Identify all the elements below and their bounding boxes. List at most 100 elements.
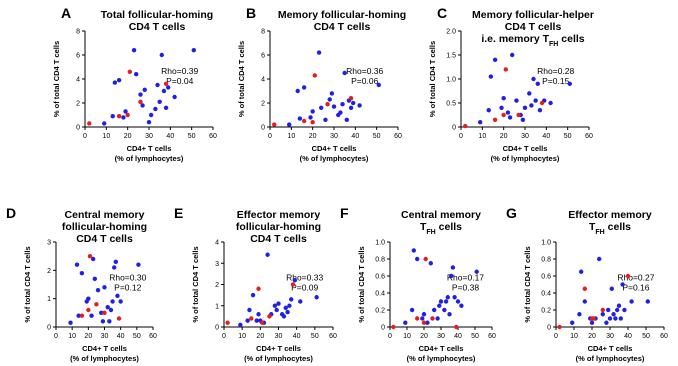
chart-title: TFH cells: [420, 221, 462, 236]
x-tick-label: 10: [478, 133, 486, 140]
data-point-blue: [134, 72, 139, 77]
data-point-red: [102, 310, 107, 316]
data-point-blue: [110, 114, 115, 119]
x-tick-label: 60: [329, 333, 337, 340]
data-point-blue: [90, 256, 96, 262]
data-point-blue: [579, 269, 584, 274]
y-tick-label: 2: [47, 268, 51, 275]
data-point-blue: [123, 109, 128, 114]
data-point-red: [582, 286, 587, 291]
data-point-red: [125, 112, 130, 118]
data-point-blue: [348, 105, 354, 111]
data-point-red: [87, 121, 92, 126]
data-point-blue: [79, 270, 85, 276]
data-point-red: [312, 73, 317, 78]
x-tick-label: 50: [564, 133, 572, 140]
data-point-blue: [172, 94, 177, 100]
y-tick-label: 0: [76, 125, 80, 132]
data-point-blue: [285, 309, 290, 315]
panel-letter: B: [246, 5, 256, 21]
x-axis-label: (% of lymphocytes): [244, 354, 313, 363]
data-point-blue: [611, 312, 616, 317]
y-tick-label: 6: [261, 53, 265, 60]
data-point-blue: [247, 307, 252, 313]
data-point-blue: [68, 320, 73, 325]
data-point-red: [267, 314, 272, 319]
x-tick-label: 0: [388, 333, 392, 340]
y-axis-label: % of total CD4 T cells: [428, 41, 437, 117]
data-point-blue: [108, 307, 114, 313]
data-point-blue: [136, 262, 141, 267]
data-point-blue: [376, 82, 381, 88]
data-point-blue: [411, 248, 416, 253]
x-tick-label: 50: [373, 133, 381, 140]
x-tick-label: 30: [101, 333, 109, 340]
data-point-blue: [323, 117, 328, 123]
data-point-blue: [138, 92, 143, 97]
data-point-blue: [609, 286, 614, 291]
rho-value: Rho=0.33: [286, 272, 323, 282]
chart-title: CD4 T cells: [505, 21, 562, 33]
data-point-blue: [342, 70, 347, 76]
data-point-blue: [86, 296, 91, 301]
y-tick-label: 0: [452, 125, 456, 132]
x-tick-label: 10: [287, 133, 295, 140]
data-point-red: [116, 114, 122, 119]
data-point-blue: [445, 295, 450, 300]
data-point-red: [423, 256, 428, 262]
y-axis-label: % of total CD4 T cells: [523, 246, 532, 322]
y-tick-label: 1: [215, 303, 219, 310]
data-point-red: [348, 96, 354, 101]
data-point-red: [116, 316, 122, 321]
p-value: P=0.09: [291, 282, 318, 292]
x-tick-label: 40: [454, 333, 462, 340]
data-point-blue: [435, 316, 440, 321]
x-tick-label: 50: [133, 333, 141, 340]
data-point-blue: [338, 110, 343, 115]
y-tick-label: 0: [47, 325, 51, 332]
p-value: P=0.12: [114, 282, 141, 292]
chart-title: Total follicular-homing: [101, 9, 213, 21]
data-point-blue: [121, 115, 126, 120]
data-point-blue: [474, 269, 479, 274]
x-axis-label: (% of lymphocytes): [70, 354, 139, 363]
chart-title: Central memory: [401, 209, 481, 221]
data-point-blue: [604, 320, 609, 325]
y-tick-label: 0.4: [541, 291, 551, 298]
data-point-red: [625, 273, 631, 279]
data-point-blue: [447, 312, 452, 317]
x-tick-label: 50: [471, 333, 479, 340]
data-point-blue: [533, 98, 538, 103]
x-tick-label: 60: [488, 333, 496, 340]
data-point-red: [591, 316, 596, 321]
y-tick-label: 2: [76, 101, 80, 108]
data-point-red: [325, 102, 330, 107]
y-tick-label: 0.8: [541, 257, 551, 264]
y-tick-label: 4: [76, 77, 80, 84]
data-point-blue: [428, 261, 433, 266]
y-axis-label: % of total CD4 T cells: [237, 41, 246, 117]
data-point-red: [163, 81, 169, 87]
y-tick-label: 8: [261, 29, 265, 36]
data-point-red: [415, 316, 420, 321]
y-tick-label: 0.5: [446, 101, 456, 108]
data-point-blue: [570, 320, 575, 325]
data-point-blue: [113, 259, 119, 265]
data-point-blue: [92, 276, 98, 282]
data-point-red: [86, 307, 91, 313]
y-tick-label: 0: [215, 325, 219, 332]
data-point-blue: [459, 303, 464, 308]
chart-title: Effector memory: [237, 209, 321, 221]
data-point-blue: [272, 303, 278, 308]
x-axis-label: (% of lymphocytes): [300, 154, 369, 163]
data-point-blue: [548, 100, 553, 106]
x-tick-label: 60: [394, 133, 402, 140]
data-point-blue: [442, 307, 447, 313]
data-point-blue: [274, 307, 279, 313]
chart-title: TFH cells: [589, 221, 631, 236]
data-point-blue: [316, 50, 322, 55]
data-point-red: [516, 112, 521, 118]
